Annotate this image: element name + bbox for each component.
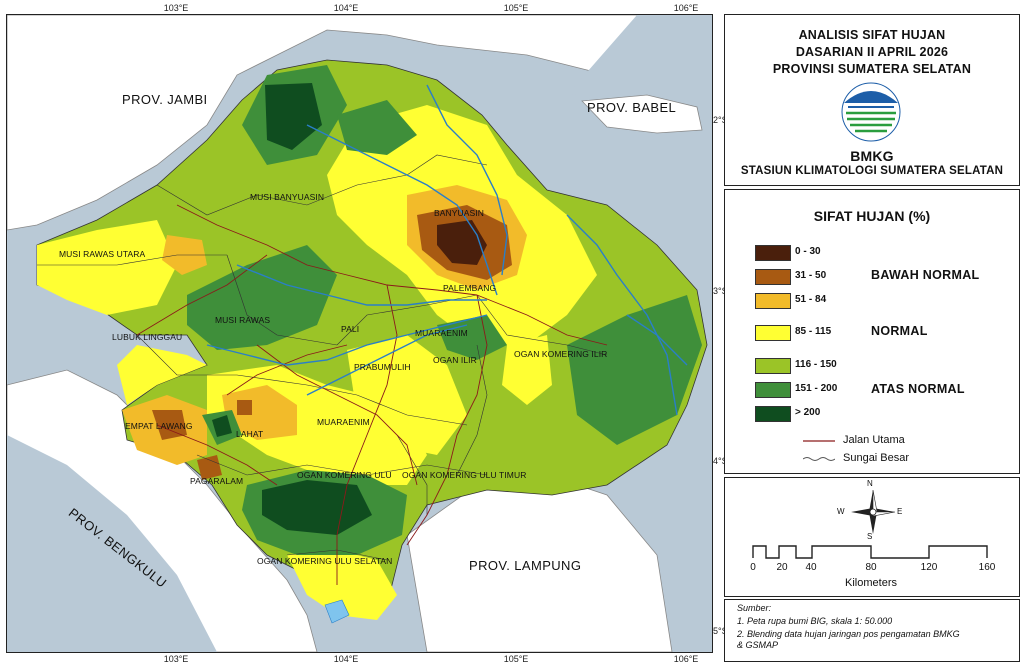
label-ogan-komering-ulu-timur: OGAN KOMERING ULU TIMUR	[402, 470, 527, 480]
legend-line-symbols	[803, 440, 835, 461]
scale-panel: N S W E 0 20 40 80 120 160 Kilometers	[724, 477, 1020, 597]
label-prabumulih: PRABUMULIH	[354, 362, 411, 372]
station-name: STASIUN KLIMATOLOGI SUMATERA SELATAN	[740, 165, 1004, 177]
agency-name: BMKG	[850, 148, 894, 164]
label-ogan-komering-ulu-selatan: OGAN KOMERING ULU SELATAN	[257, 556, 393, 566]
lat-tick-5s: 5°S	[713, 626, 728, 636]
scale-bar	[752, 545, 988, 559]
label-116-150: 116 - 150	[795, 359, 837, 370]
scale-tick-40: 40	[805, 562, 817, 573]
lat-tick-2s: 2°S	[713, 115, 728, 125]
label-51-84: 51 - 84	[795, 294, 827, 305]
label-musi-rawas: MUSI RAWAS	[215, 315, 271, 325]
label-0-30: 0 - 30	[795, 246, 821, 257]
label-river: Sungai Besar	[843, 452, 910, 464]
swatch-over-200	[755, 406, 791, 422]
label-muaraenim: MUARAENIM	[317, 417, 370, 427]
label-151-200: 151 - 200	[795, 383, 838, 394]
lat-tick-3s: 3°S	[713, 286, 728, 296]
source-line-2: 2. Blending data hujan jaringan pos peng…	[737, 629, 960, 639]
rainfall-map: PROV. JAMBI PROV. BABEL PROV. BENGKULU P…	[6, 14, 713, 653]
legend-panel: SIFAT HUJAN (%) 0 - 30 31 - 50 51 - 84 8…	[724, 189, 1020, 474]
map-svg	[7, 15, 712, 652]
swatch-31-50	[755, 269, 791, 285]
legend-title: SIFAT HUJAN (%)	[813, 208, 931, 224]
swatch-85-115	[755, 325, 791, 341]
label-prov-babel: PROV. BABEL	[587, 100, 677, 115]
label-prov-jambi: PROV. JAMBI	[122, 92, 208, 107]
label-road: Jalan Utama	[843, 434, 905, 446]
lon-tick-105: 105°E	[503, 3, 529, 13]
swatch-116-150	[755, 358, 791, 374]
label-muaraenim-north: MUARAENIM	[415, 328, 468, 338]
lon-tick-104: 104°E	[333, 3, 359, 13]
title-line-2: DASARIAN II APRIL 2026	[795, 45, 949, 59]
scale-unit: Kilometers	[845, 577, 897, 589]
river-line-icon	[803, 457, 835, 461]
label-empat-lawang: EMPAT LAWANG	[125, 421, 193, 431]
source-heading: Sumber:	[737, 603, 772, 613]
compass-n: N	[867, 479, 873, 488]
scale-tick-80: 80	[865, 562, 877, 573]
label-85-115: 85 - 115	[795, 326, 832, 337]
source-panel: Sumber: 1. Peta rupa bumi BIG, skala 1: …	[724, 599, 1020, 662]
lon-tick-104-bottom: 104°E	[333, 654, 359, 664]
label-31-50: 31 - 50	[795, 270, 827, 281]
bmkg-logo-icon	[841, 82, 901, 142]
scale-tick-120: 120	[920, 562, 938, 573]
lon-tick-106-bottom: 106°E	[673, 654, 699, 664]
category-normal: NORMAL	[871, 324, 928, 338]
label-ogan-komering-ilir: OGAN KOMERING ILIR	[514, 349, 608, 359]
swatch-0-30	[755, 245, 791, 261]
title-line-1: ANALISIS SIFAT HUJAN	[798, 28, 946, 42]
label-pagaralam: PAGARALAM	[190, 476, 244, 486]
swatch-51-84	[755, 293, 791, 309]
scale-tick-0: 0	[750, 562, 756, 573]
scale-tick-20: 20	[776, 562, 788, 573]
label-musi-banyuasin: MUSI BANYUASIN	[250, 192, 325, 202]
main-roads	[136, 204, 608, 585]
label-ogan-ilir: OGAN ILIR	[433, 355, 477, 365]
compass-rose-icon	[851, 489, 896, 534]
label-musi-rawas-utara: MUSI RAWAS UTARA	[59, 249, 146, 259]
scale-tick-160: 160	[978, 562, 996, 573]
label-banyuasin: BANYUASIN	[434, 208, 485, 218]
category-above-normal: ATAS NORMAL	[871, 382, 965, 396]
neighbor-land	[7, 15, 712, 652]
category-below-normal: BAWAH NORMAL	[871, 268, 980, 282]
label-lubuk-linggau: LUBUK LINGGAU	[112, 332, 183, 342]
compass-w: W	[837, 507, 845, 516]
lon-tick-103: 103°E	[163, 3, 189, 13]
lat-tick-4s: 4°S	[713, 456, 728, 466]
compass-e: E	[897, 507, 903, 516]
title-panel: ANALISIS SIFAT HUJAN DASARIAN II APRIL 2…	[724, 14, 1020, 186]
lon-tick-106: 106°E	[673, 3, 699, 13]
source-line-3: & GSMAP	[737, 640, 779, 650]
source-line-1: 1. Peta rupa bumi BIG, skala 1: 50.000	[737, 616, 893, 626]
label-palembang: PALEMBANG	[443, 283, 497, 293]
label-over-200: > 200	[795, 407, 821, 418]
lon-tick-105-bottom: 105°E	[503, 654, 529, 664]
title-line-3: PROVINSI SUMATERA SELATAN	[772, 62, 972, 76]
province-rainfall	[36, 59, 708, 624]
label-pali: PALI	[341, 324, 360, 334]
swatch-151-200	[755, 382, 791, 398]
major-rivers	[206, 84, 688, 416]
label-lahat: LAHAT	[236, 429, 264, 439]
label-prov-lampung: PROV. LAMPUNG	[469, 558, 582, 573]
label-ogan-komering-ulu: OGAN KOMERING ULU	[297, 470, 392, 480]
lon-tick-103-bottom: 103°E	[163, 654, 189, 664]
compass-s: S	[867, 532, 873, 541]
